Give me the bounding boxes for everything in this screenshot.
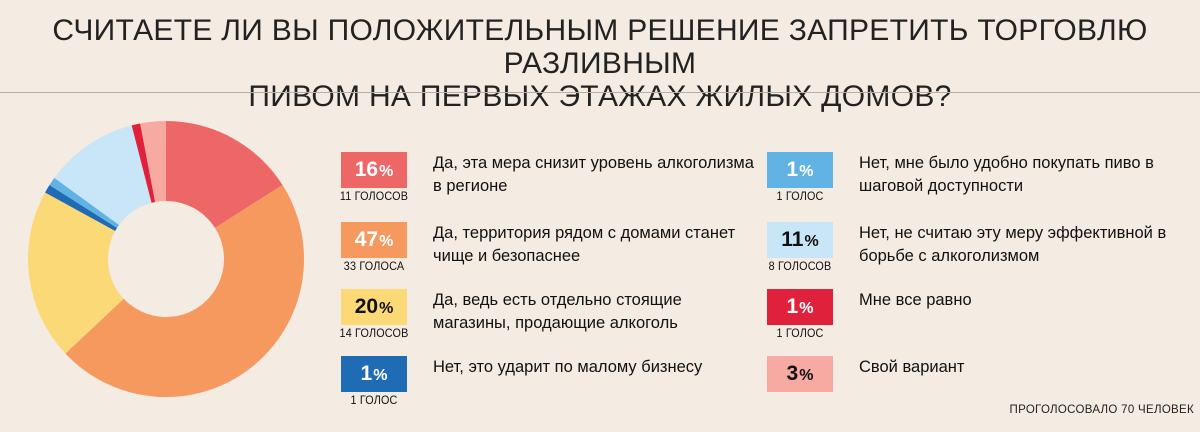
answer-label: Нет, мне было удобно покупать пиво в шаг…: [859, 154, 1154, 195]
donut-slice-3: [28, 192, 124, 354]
donut-slice-6: [54, 125, 152, 225]
percent-badge: 47%: [341, 222, 407, 258]
votes-count: 8 ГОЛОСОВ: [768, 259, 832, 273]
percent-value: 1: [786, 295, 799, 318]
votes-count: 11 ГОЛОСОВ: [339, 189, 409, 203]
chart-title-line-2: ПИВОМ НА ПЕРВЫХ ЭТАЖАХ ЖИЛЫХ ДОМОВ?: [248, 80, 952, 113]
percent-sign: %: [799, 299, 814, 317]
donut-slice-5: [49, 177, 120, 228]
percent-sign: %: [804, 232, 819, 250]
donut-slice-8: [140, 121, 166, 203]
title-divider: [0, 92, 1200, 93]
answer-label: Нет, не считаю эту меру эффективной в бо…: [859, 224, 1167, 265]
votes-count: 33 ГОЛОСА: [343, 259, 405, 273]
donut-slice-7: [131, 123, 156, 203]
percent-sign: %: [799, 366, 814, 384]
percent-sign: %: [379, 232, 394, 250]
percent-sign: %: [373, 366, 388, 384]
votes-count: 1 ГОЛОС: [776, 189, 824, 203]
votes-count: 14 ГОЛОСОВ: [339, 326, 409, 340]
percent-sign: %: [379, 162, 394, 180]
percent-badge: 11%: [767, 222, 833, 258]
percent-badge: 20%: [341, 289, 407, 325]
percent-value: 16: [354, 158, 379, 181]
total-votes-note: ПРОГОЛОСОВАЛО 70 ЧЕЛОВЕК: [1009, 404, 1194, 416]
percent-badge: 1%: [341, 356, 407, 392]
donut-slice-1: [166, 121, 283, 228]
percent-badge: 3%: [767, 356, 833, 392]
percent-value: 20: [354, 295, 379, 318]
percent-value: 47: [354, 228, 379, 251]
answer-label: Да, территория рядом с домами станет чищ…: [433, 224, 736, 265]
percent-value: 1: [360, 362, 373, 385]
percent-badge: 16%: [341, 152, 407, 188]
votes-count: 1 ГОЛОС: [776, 326, 824, 340]
answer-label: Мне все равно: [859, 291, 972, 309]
answer-label: Нет, это ударит по малому бизнесу: [433, 358, 703, 376]
chart-title-line-1: СЧИТАЕТЕ ЛИ ВЫ ПОЛОЖИТЕЛЬНЫМ РЕШЕНИЕ ЗАП…: [52, 14, 1148, 80]
donut-slice-2: [65, 185, 304, 397]
chart-title: СЧИТАЕТЕ ЛИ ВЫ ПОЛОЖИТЕЛЬНЫМ РЕШЕНИЕ ЗАП…: [0, 14, 1200, 113]
answer-label: Да, эта мера снизит уровень алкоголизма …: [433, 154, 754, 195]
answer-label: Свой вариант: [859, 358, 965, 376]
donut-slice-4: [45, 185, 118, 232]
percent-value: 3: [786, 362, 799, 385]
votes-count: 1 ГОЛОС: [350, 393, 398, 407]
percent-sign: %: [379, 299, 394, 317]
donut-chart: [28, 121, 304, 397]
percent-value: 1: [786, 158, 799, 181]
percent-sign: %: [799, 162, 814, 180]
percent-badge: 1%: [767, 152, 833, 188]
answer-label: Да, ведь есть отдельно стоящие магазины,…: [433, 291, 682, 332]
percent-badge: 1%: [767, 289, 833, 325]
percent-value: 11: [781, 228, 804, 251]
